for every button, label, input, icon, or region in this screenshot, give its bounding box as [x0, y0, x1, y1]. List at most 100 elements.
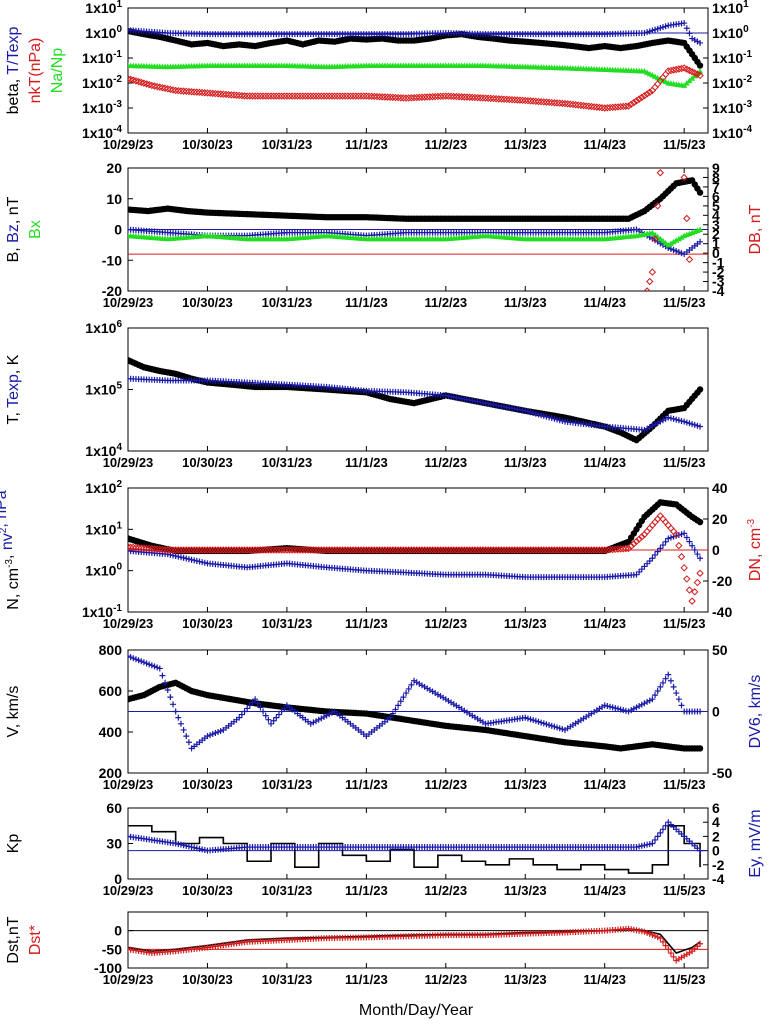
data-point [450, 92, 458, 101]
data-point [653, 80, 662, 88]
data-point [161, 84, 169, 92]
data-point [360, 92, 368, 100]
data-point [314, 92, 323, 100]
data-point [646, 88, 654, 96]
data-point [487, 546, 495, 554]
x-tick-label: 11/3/23 [504, 972, 547, 987]
data-point [381, 93, 389, 101]
data-point [571, 101, 580, 109]
data-point [354, 546, 363, 554]
data-point [550, 546, 559, 554]
data-point [521, 546, 529, 554]
data-point [490, 326, 496, 332]
data-point [399, 546, 408, 554]
data-point [532, 717, 539, 724]
y2-axis-label: DB, nT [747, 204, 764, 254]
data-point [371, 318, 377, 324]
data-point [241, 708, 248, 715]
data-point [154, 326, 160, 332]
data-point [610, 326, 616, 332]
data-point [612, 705, 619, 712]
series-Kp-line [128, 824, 701, 874]
data-point [132, 543, 140, 552]
data-point [219, 546, 228, 554]
data-point [675, 541, 683, 550]
data-point [198, 88, 206, 97]
data-point [328, 709, 335, 716]
data-point [436, 92, 445, 101]
data-point [347, 320, 353, 326]
data-point [439, 92, 447, 100]
data-point [577, 546, 585, 554]
data-point [496, 326, 502, 332]
data-point [651, 235, 659, 243]
data-point [395, 324, 401, 330]
data-point [212, 332, 218, 338]
data-point [673, 690, 680, 697]
x-tick-label: 11/2/23 [424, 883, 467, 898]
data-point [167, 694, 174, 701]
data-point [338, 92, 347, 100]
data-point [646, 930, 653, 937]
x-tick-label: 11/2/23 [424, 616, 467, 631]
data-point [643, 287, 651, 291]
data-point [603, 104, 612, 112]
y-tick-label: 400 [99, 724, 123, 740]
data-point [285, 92, 294, 100]
data-point [551, 326, 557, 332]
data-point [228, 324, 234, 330]
data-point [423, 93, 431, 101]
x-tick-label: 11/3/23 [504, 616, 547, 631]
data-point [397, 546, 405, 554]
data-point [657, 545, 664, 552]
data-point [133, 345, 139, 351]
data-point [220, 328, 226, 334]
data-point [532, 97, 540, 106]
data-point [391, 546, 400, 554]
data-point [248, 92, 257, 100]
data-point [215, 729, 222, 735]
data-point [403, 326, 409, 332]
data-point [649, 27, 656, 34]
data-point [582, 546, 590, 554]
data-point [428, 93, 437, 101]
data-point [549, 326, 555, 332]
data-point [240, 92, 249, 100]
x-tick-label: 10/30/23 [182, 455, 233, 470]
data-point [641, 426, 648, 433]
data-point [156, 665, 163, 672]
data-point [436, 546, 445, 554]
data-point [460, 546, 469, 554]
data-point [644, 560, 651, 567]
data-point [623, 326, 629, 332]
data-point [665, 946, 672, 953]
data-point [659, 24, 666, 31]
data-point [177, 554, 184, 561]
data-point [287, 344, 293, 350]
data-point [447, 546, 455, 554]
data-point [304, 546, 312, 554]
x-tick-label: 10/30/23 [182, 295, 233, 310]
y2-axis-label: DN, cm-3 [746, 518, 764, 581]
data-point [562, 326, 568, 332]
data-point [685, 255, 694, 264]
data-point [678, 417, 685, 424]
data-point [616, 545, 625, 553]
y2-tick-label: 3 [712, 217, 720, 233]
data-point [585, 546, 593, 554]
data-point [641, 30, 648, 36]
data-point [451, 326, 457, 332]
data-point [164, 85, 172, 93]
data-point [381, 546, 389, 554]
data-point [657, 24, 664, 31]
data-point [314, 546, 323, 554]
data-point [172, 553, 179, 560]
data-point [243, 546, 251, 554]
data-point [439, 546, 447, 554]
data-point [563, 100, 572, 108]
panel-1: 1x10-4 1x10-3 1x10-2 1x10-1 1x100 1x101 1x10-4… [5, 0, 752, 152]
y2-tick-label: -4 [712, 871, 725, 887]
data-point [548, 98, 556, 107]
data-point [310, 719, 317, 726]
